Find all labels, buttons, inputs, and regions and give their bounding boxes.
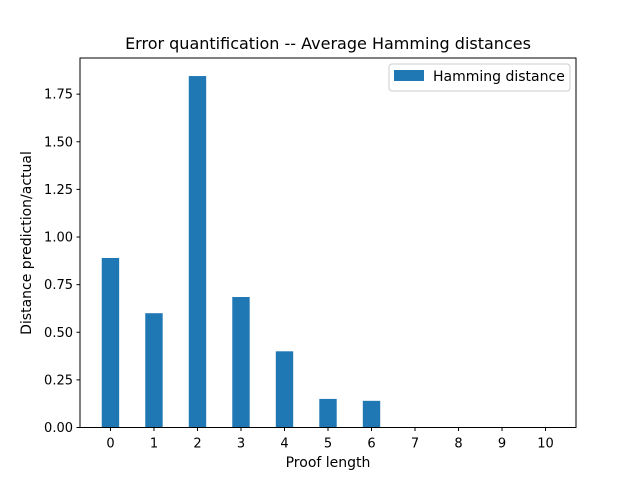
x-axis-label: Proof length xyxy=(286,455,371,471)
x-tick-label: 0 xyxy=(106,437,114,452)
y-axis-label: Distance prediction/actual xyxy=(19,151,35,335)
x-tick-label: 10 xyxy=(537,437,554,452)
x-tick-label: 9 xyxy=(498,437,506,452)
x-tick-label: 6 xyxy=(367,437,375,452)
bar-5 xyxy=(319,398,337,428)
legend-swatch xyxy=(394,70,424,81)
x-tick-label: 7 xyxy=(411,437,419,452)
x-tick-label: 2 xyxy=(193,437,201,452)
x-tick-label: 1 xyxy=(150,437,158,452)
legend: Hamming distance xyxy=(388,63,571,92)
y-tick-label: 0.50 xyxy=(44,326,73,341)
x-tick-label: 4 xyxy=(280,437,288,452)
x-axis-ticks: 0 1 2 3 4 5 6 7 8 9 10 xyxy=(106,427,554,452)
y-tick-label: 1.00 xyxy=(44,231,73,246)
legend-frame xyxy=(388,63,571,92)
x-tick-label: 8 xyxy=(454,437,462,452)
bar-2 xyxy=(188,76,207,428)
y-tick-label: 0.00 xyxy=(44,421,73,436)
y-tick-label: 0.75 xyxy=(44,278,73,293)
x-tick-label: 3 xyxy=(237,437,245,452)
chart-title: Error quantification -- Average Hamming … xyxy=(125,34,531,53)
bar-1 xyxy=(145,313,163,428)
bars-group xyxy=(101,76,381,428)
y-tick-label: 1.75 xyxy=(44,88,73,103)
y-tick-label: 1.50 xyxy=(44,135,73,150)
y-tick-label: 1.25 xyxy=(44,183,73,198)
y-tick-label: 0.25 xyxy=(44,373,73,388)
bar-0 xyxy=(101,257,120,428)
x-tick-label: 5 xyxy=(324,437,332,452)
bar-6 xyxy=(362,400,381,428)
plot-frame xyxy=(79,57,577,428)
y-axis-ticks: 0.00 0.25 0.50 0.75 1.00 1.25 1.50 1.75 xyxy=(44,88,80,436)
legend-label: Hamming distance xyxy=(433,69,565,85)
bar-4 xyxy=(275,351,294,428)
bar-3 xyxy=(232,297,250,428)
